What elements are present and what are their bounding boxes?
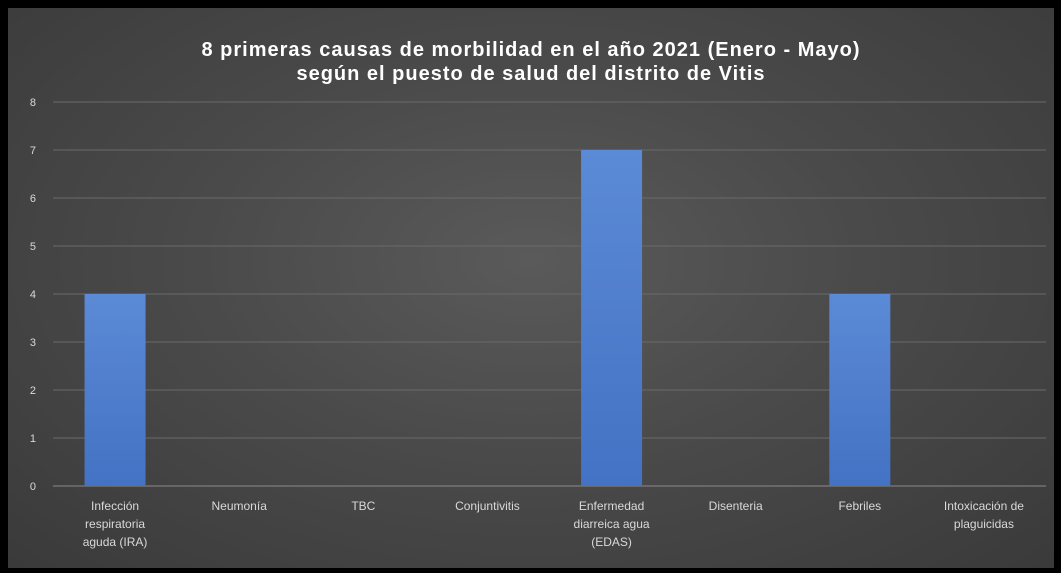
x-tick-label: Disenteria xyxy=(709,499,763,513)
y-tick-label: 1 xyxy=(30,433,36,445)
y-tick-label: 5 xyxy=(30,241,36,253)
bar xyxy=(829,294,891,486)
x-tick-label: TBC xyxy=(351,499,375,513)
x-tick-label: Febriles xyxy=(838,499,881,513)
bars xyxy=(84,150,891,486)
y-tick-label: 0 xyxy=(30,481,36,493)
x-tick-label: Intoxicación de plaguicidas xyxy=(944,499,1024,531)
chart-title-line-1: 8 primeras causas de morbilidad en el añ… xyxy=(201,39,861,61)
x-tick-label: Enfermedad diarreica agua (EDAS) xyxy=(574,499,650,549)
x-tick-label: Infección respiratoria aguda (IRA) xyxy=(83,499,148,549)
bar xyxy=(84,294,146,486)
x-tick-label: Conjuntivitis xyxy=(455,499,520,513)
bar xyxy=(581,150,643,486)
x-tick-label: Neumonía xyxy=(212,499,268,513)
x-axis-labels: Infección respiratoria aguda (IRA) Neumonía… xyxy=(83,499,1025,549)
gridlines xyxy=(53,101,1046,487)
y-tick-label: 4 xyxy=(30,289,36,301)
y-tick-label: 2 xyxy=(30,385,36,397)
chart-title-line-2: según el puesto de salud del distrito de… xyxy=(296,63,766,85)
y-tick-label: 3 xyxy=(30,337,36,349)
bar-chart: 0 1 2 3 4 5 6 7 8 Infección respiratoria aguda (IR… xyxy=(30,97,1046,549)
y-tick-label: 7 xyxy=(30,145,36,157)
chart-title: 8 primeras causas de morbilidad en el añ… xyxy=(8,38,1054,86)
y-axis-ticks: 0 1 2 3 4 5 6 7 8 xyxy=(30,97,36,493)
y-tick-label: 6 xyxy=(30,193,36,205)
chart-area: 8 primeras causas de morbilidad en el añ… xyxy=(8,8,1054,568)
y-tick-label: 8 xyxy=(30,97,36,109)
